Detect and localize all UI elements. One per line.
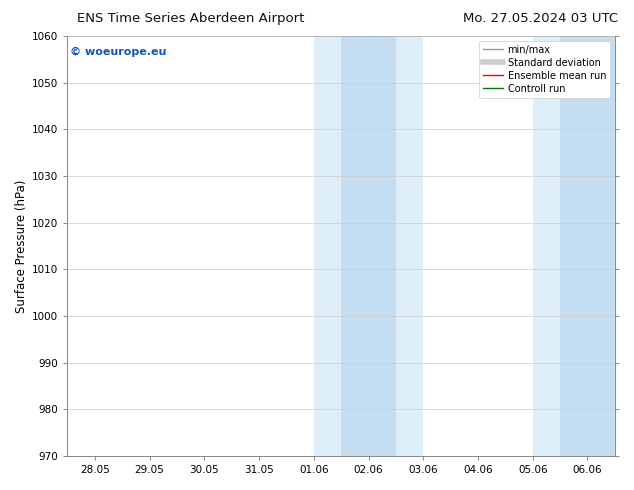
Bar (533, 36, 615, 456)
Text: ENS Time Series Aberdeen Airport: ENS Time Series Aberdeen Airport (77, 12, 304, 25)
Legend: min/max, Standard deviation, Ensemble mean run, Controll run: min/max, Standard deviation, Ensemble me… (479, 41, 610, 98)
Y-axis label: Surface Pressure (hPa): Surface Pressure (hPa) (15, 179, 28, 313)
Text: Mo. 27.05.2024 03 UTC: Mo. 27.05.2024 03 UTC (463, 12, 618, 25)
Text: © woeurope.eu: © woeurope.eu (70, 47, 167, 57)
Bar (341, 36, 396, 456)
Bar (560, 36, 615, 456)
Bar (314, 36, 424, 456)
